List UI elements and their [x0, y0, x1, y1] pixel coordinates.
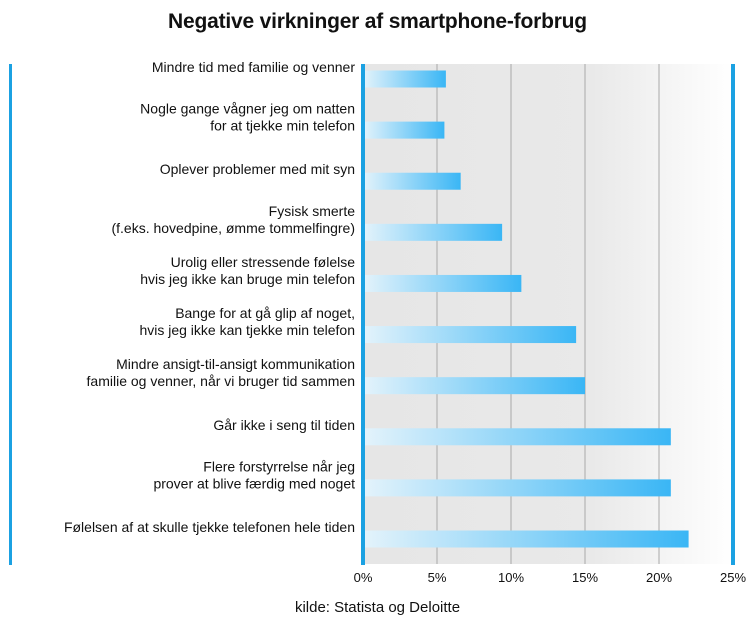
category-label-line: Urolig eller stressende følelse [171, 254, 356, 270]
category-label-line: Mindre tid med familie og venner [152, 59, 355, 75]
bar [363, 172, 461, 190]
bar [363, 223, 503, 241]
source-note: kilde: Statista og Deloitte [294, 599, 461, 616]
category-label: Følelsen af at skulle tjekke telefonen h… [64, 519, 355, 535]
category-label: Mindre tid med familie og venner [152, 59, 355, 75]
category-label: Bange for at gå glip af noget, hvis jeg i… [139, 305, 355, 338]
bar [363, 274, 522, 292]
chart-title: Negative virkninger af smartphone-forbru… [168, 10, 587, 33]
x-tick-label: 15% [572, 570, 598, 585]
category-label-line: Oplever problemer med mit syn [160, 161, 355, 177]
x-tick-label: 0% [354, 570, 373, 585]
category-label-line: hvis jeg ikke kan tjekke min telefon [139, 322, 355, 338]
category-label: Går ikke i seng til tiden [213, 417, 355, 433]
x-tick-label: 5% [428, 570, 447, 585]
category-label-line: Følelsen af at skulle tjekke telefonen h… [64, 519, 355, 535]
category-label: Flere forstyrrelse når jeg prover at bliv… [153, 458, 355, 491]
category-label-line: Bange for at gå glip af noget, [175, 305, 355, 321]
category-label-line: Fysisk smerte [269, 203, 356, 219]
category-label: Fysisk smerte (f.eks. hovedpine, ømme tom… [111, 203, 355, 236]
x-axis-tick-labels: 0% 5% 10% 15% 20% 25% [354, 570, 747, 585]
bar [363, 479, 671, 497]
y-axis-line [361, 64, 365, 565]
category-label-line: prover at blive færdig med noget [153, 475, 355, 491]
category-label-line: familie og venner, når vi bruger tid sam… [87, 373, 355, 389]
category-label-line: Mindre ansigt-til-ansigt kommunikation [116, 356, 355, 372]
category-label-line: hvis jeg ikke kan bruge min telefon [140, 271, 355, 287]
category-labels: Mindre tid med familie og venner Nogle ga… [64, 59, 355, 535]
category-label-line: (f.eks. hovedpine, ømme tommelfingre) [111, 220, 355, 236]
right-frame-line [731, 64, 735, 565]
category-label: Oplever problemer med mit syn [160, 161, 355, 177]
bar [363, 326, 577, 344]
category-label-line: Går ikke i seng til tiden [213, 417, 355, 433]
bar [363, 530, 689, 548]
category-label-line: Nogle gange vågner jeg om natten [140, 101, 355, 117]
category-label-line: Flere forstyrrelse når jeg [203, 458, 355, 474]
category-label: Nogle gange vågner jeg om natten for at t… [140, 101, 355, 134]
bar [363, 121, 445, 139]
category-label-line: for at tjekke min telefon [210, 118, 355, 134]
bar [363, 428, 671, 446]
left-frame-line [9, 64, 12, 565]
bar [363, 377, 585, 395]
x-tick-label: 25% [720, 570, 746, 585]
bar [363, 70, 446, 88]
category-label: Mindre ansigt-til-ansigt kommunikation fa… [87, 356, 355, 389]
x-tick-label: 20% [646, 570, 672, 585]
category-label: Urolig eller stressende følelse hvis jeg … [140, 254, 355, 287]
x-tick-label: 10% [498, 570, 524, 585]
bars [363, 70, 689, 548]
